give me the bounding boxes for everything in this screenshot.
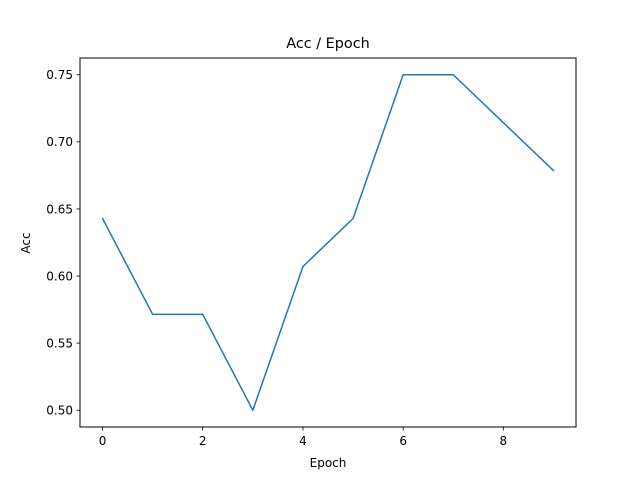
plot-area: [79, 57, 577, 428]
x-axis-ticks: 0 2 4 6 8: [99, 427, 507, 448]
series-line: [101, 74, 555, 411]
y-tick-label: 0.75: [46, 68, 73, 82]
y-tick-label: 0.50: [46, 404, 73, 418]
x-tick-label: 2: [199, 434, 207, 448]
x-axis-label: Epoch: [310, 456, 347, 470]
x-tick-label: 0: [99, 434, 107, 448]
y-tick-label: 0.60: [46, 269, 73, 283]
y-axis-label: Acc: [19, 232, 33, 253]
x-tick-label: 8: [500, 434, 508, 448]
y-tick-label: 0.55: [46, 336, 73, 350]
x-tick-label: 4: [299, 434, 307, 448]
x-tick-label: 6: [399, 434, 407, 448]
y-tick-label: 0.65: [46, 202, 73, 216]
y-tick-label: 0.70: [46, 135, 73, 149]
y-axis-ticks: 0.50 0.55 0.60 0.65 0.70 0.75: [46, 68, 80, 418]
chart-title: Acc / Epoch: [286, 36, 369, 52]
